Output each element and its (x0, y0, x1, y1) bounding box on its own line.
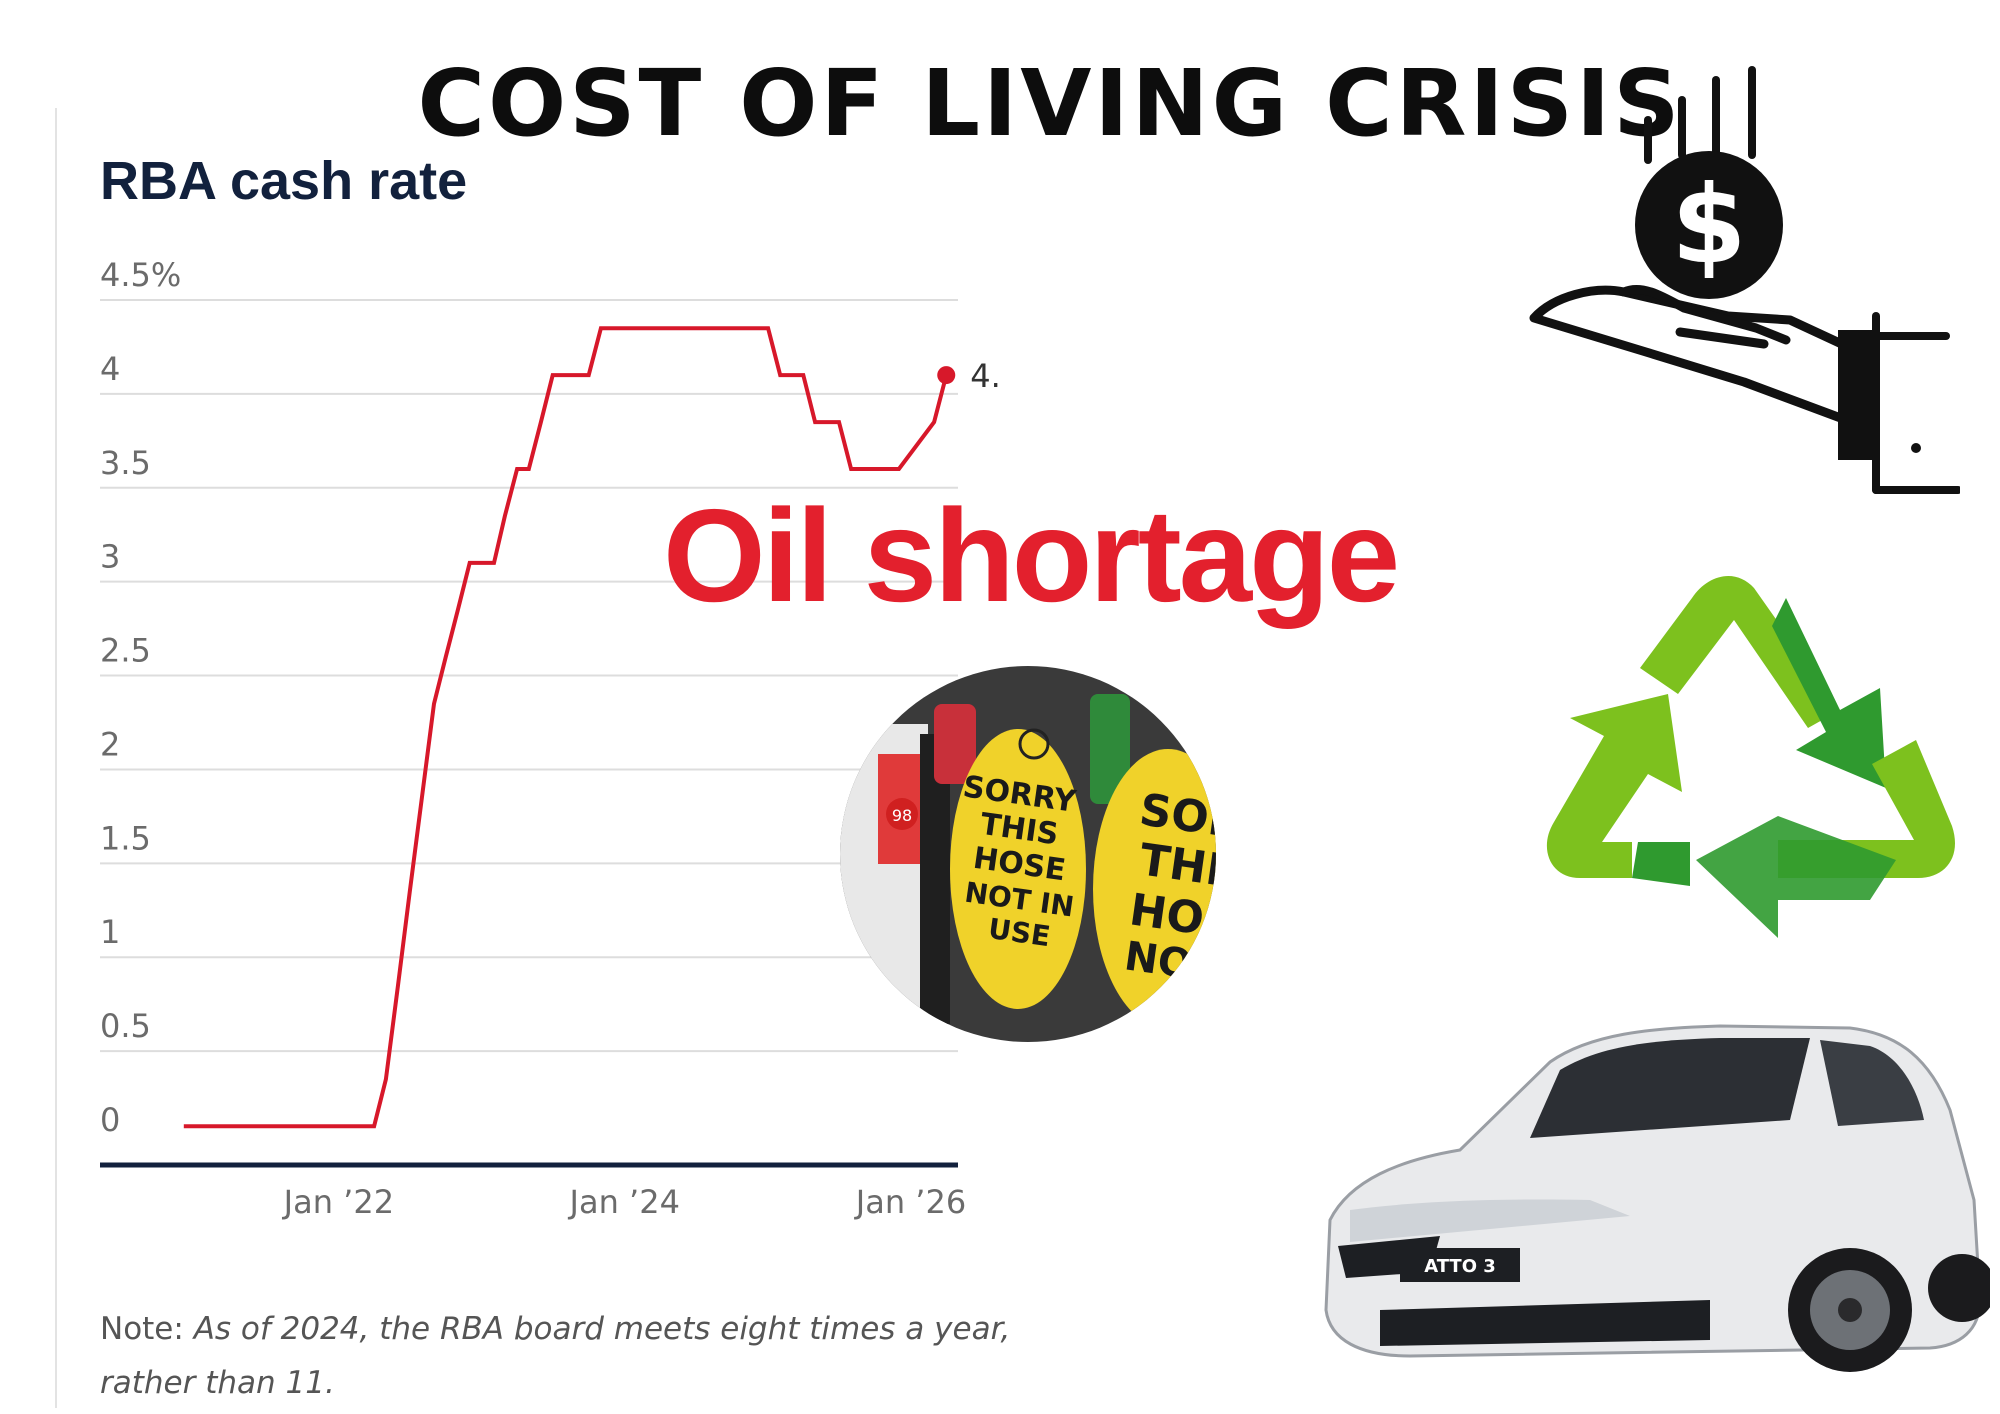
recycle-icon (1546, 575, 1955, 938)
x-tick-label: Jan ’22 (282, 1183, 394, 1221)
y-tick-label: 2.5 (100, 632, 151, 670)
cash-rate-line (183, 326, 949, 1129)
y-tick-label: 2 (100, 725, 120, 763)
latest-value-marker (937, 366, 956, 385)
y-tick-label: 4.5% (100, 256, 181, 294)
x-tick-label: Jan ’24 (568, 1183, 680, 1221)
rba-cash-rate-chart: 4.5%43.532.521.510.50 Jan ’22 Jan ’24 Jan … (100, 256, 1000, 1221)
y-tick-label: 4 (100, 350, 120, 388)
y-tick-label: 1 (100, 913, 120, 951)
x-axis-ticks: Jan ’22 Jan ’24 Jan ’26 (282, 1183, 967, 1221)
sign-text: HO (1126, 884, 1207, 945)
x-tick-label: Jan ’26 (854, 1183, 966, 1221)
note-prefix: Note: (100, 1311, 184, 1347)
car-badge-text: ATTO 3 (1424, 1256, 1496, 1277)
y-tick-label: 0 (100, 1101, 120, 1139)
note-text: As of 2024, the RBA board meets eight ti… (100, 1311, 1011, 1401)
chart-note: Note: As of 2024, the RBA board meets ei… (100, 1302, 1030, 1410)
sign-text: THI (1136, 834, 1218, 896)
chart-title: RBA cash rate (100, 151, 468, 211)
pump-grade-label: 98 (892, 806, 912, 825)
fuel-pump-photo: 98 SORRY THIS HOSE NOT IN USE SOF THI HO… (840, 666, 1218, 1042)
y-tick-label: 0.5 (100, 1007, 151, 1045)
y-tick-label: 3 (100, 538, 120, 576)
y-tick-label: 3.5 (100, 444, 151, 482)
oil-shortage-headline: Oil shortage (663, 482, 1400, 629)
latest-value-label: 4.1% (970, 357, 1000, 395)
car-badge-plate (1400, 1248, 1520, 1282)
dollar-coin-icon: $ (1635, 151, 1783, 299)
car-image: ATTO 3 (1324, 1024, 1990, 1372)
svg-text:$: $ (1671, 163, 1746, 288)
y-tick-label: 1.5 (100, 819, 151, 857)
hand-coin-icon: $ (1529, 66, 1960, 494)
car-wheel (1928, 1254, 1990, 1322)
y-axis-ticks: 4.5% 4 3.5 3 2.5 2 1.5 1 0.5 0 (100, 256, 181, 1139)
chart-gridlines (100, 299, 958, 1053)
sorry-sign-left (950, 729, 1086, 1009)
sign-text: NO (1122, 933, 1195, 988)
left-border-rule (55, 108, 57, 1408)
page-title: COST OF LIVING CRISIS (417, 50, 1683, 157)
